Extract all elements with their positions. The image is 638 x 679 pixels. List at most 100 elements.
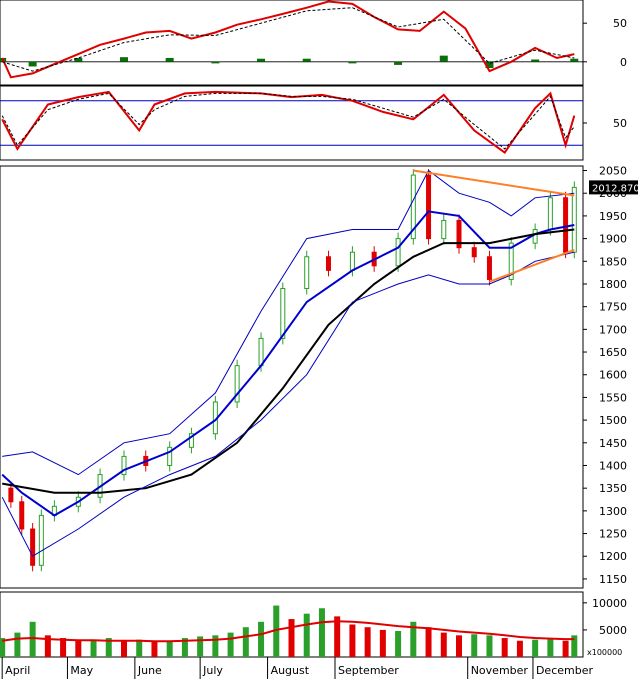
price-candle-body (30, 528, 36, 566)
price-candle-body (486, 256, 492, 280)
price-tick-label: 1600 (599, 369, 627, 382)
stochastic-layer (0, 90, 583, 155)
price-candle-body (508, 242, 514, 280)
price-candle-body (234, 365, 240, 403)
price-candle-body (441, 219, 447, 240)
price-candle-body (349, 251, 355, 271)
price-ma20-line (1, 210, 575, 517)
price-candle-body (532, 229, 538, 244)
price-candle-body (121, 455, 127, 476)
volume-bar (456, 635, 463, 657)
volume-bar (197, 636, 204, 657)
volume-bar (29, 621, 36, 657)
volume-bar (486, 635, 493, 657)
volume-bar (516, 640, 523, 657)
month-label: June (137, 664, 162, 677)
volume-bar (212, 635, 219, 657)
price-candle-body (426, 174, 432, 240)
volume-bar (105, 638, 112, 657)
macd-tick-label: 0 (620, 56, 627, 69)
price-candle-body (456, 219, 462, 249)
macd-histogram-bar (485, 61, 494, 68)
volume-bar (562, 640, 569, 657)
price-trendline (489, 248, 575, 283)
volume-bar (547, 638, 554, 657)
price-tick-label: 1200 (599, 550, 627, 563)
price-tick-label: 1450 (599, 437, 627, 450)
price-candle-body (188, 433, 194, 448)
volume-bar (318, 608, 325, 657)
volume-tick-label: 10000 (592, 597, 627, 610)
macd-histogram-bar (119, 57, 128, 62)
macd-histogram-bar (394, 61, 403, 65)
volume-bar (227, 632, 234, 657)
price-tick-label: 1500 (599, 414, 627, 427)
volume-bar (532, 639, 539, 657)
volume-bar (136, 639, 143, 657)
volume-bar (120, 640, 127, 657)
macd-histogram-bar (257, 58, 266, 62)
price-bollinger-lower-line (1, 251, 575, 557)
price-candle-body (304, 256, 310, 290)
price-tick-label: 1150 (599, 573, 627, 586)
macd-tick-label: 50 (613, 17, 627, 30)
price-panel (0, 165, 584, 589)
volume-bar (90, 639, 97, 657)
volume-bar (258, 621, 265, 657)
volume-bar (0, 638, 6, 657)
price-candle-body (571, 186, 577, 253)
volume-bar (14, 632, 21, 657)
price-tick-label: 1800 (599, 278, 627, 291)
volume-bar (379, 629, 386, 657)
macd-histogram-bar (531, 59, 540, 62)
volume-bar (60, 638, 67, 657)
macd-signal-line (2, 7, 575, 72)
volume-bar (273, 605, 280, 657)
volume-bar (166, 640, 173, 657)
price-tick-label: 1950 (599, 210, 627, 223)
month-label: November (471, 664, 529, 677)
price-ma50-line (2, 228, 575, 494)
volume-layer (0, 605, 578, 657)
volume-bar (571, 635, 578, 657)
volume-bar (395, 631, 402, 657)
volume-tick-label: 5000 (599, 624, 627, 637)
stochastic-d-line (1, 92, 575, 150)
price-tick-label: 2050 (599, 165, 627, 178)
price-tick-label: 1350 (599, 482, 627, 495)
price-bollinger-upper-line (2, 169, 575, 476)
price-tick-label: 1750 (599, 301, 627, 314)
volume-bar (181, 638, 188, 657)
month-label: May (70, 664, 93, 677)
volume-bar (151, 641, 158, 657)
macd-histogram-bar (211, 61, 220, 64)
price-tick-label: 1850 (599, 255, 627, 268)
volume-bar (364, 627, 371, 657)
volume-bar (471, 634, 478, 657)
volume-ma-line (2, 620, 575, 643)
month-label: December (536, 664, 594, 677)
price-candle-body (325, 256, 331, 271)
macd-histogram-bar (165, 57, 174, 62)
volume-bar (75, 640, 82, 657)
macd-histogram-bar (570, 58, 579, 62)
month-label: July (202, 664, 223, 677)
price-candle-body (563, 197, 569, 253)
price-tick-label: 1900 (599, 233, 627, 246)
price-tick-label: 1700 (599, 323, 627, 336)
volume-bar (334, 616, 341, 657)
price-candle-body (471, 247, 477, 258)
volume-unit-label: x100000 (587, 648, 622, 657)
macd-layer (0, 0, 583, 79)
macd-histogram-bar (302, 58, 311, 62)
price-candle-body (410, 174, 416, 240)
volume-bar (501, 638, 508, 657)
volume-bar (288, 619, 295, 657)
last-price-label: 2012.870 (592, 183, 638, 194)
volume-bar (440, 632, 447, 657)
price-candle-body (547, 197, 553, 231)
volume-bar (303, 613, 310, 657)
month-label: August (271, 664, 310, 677)
price-layer (1, 169, 577, 572)
